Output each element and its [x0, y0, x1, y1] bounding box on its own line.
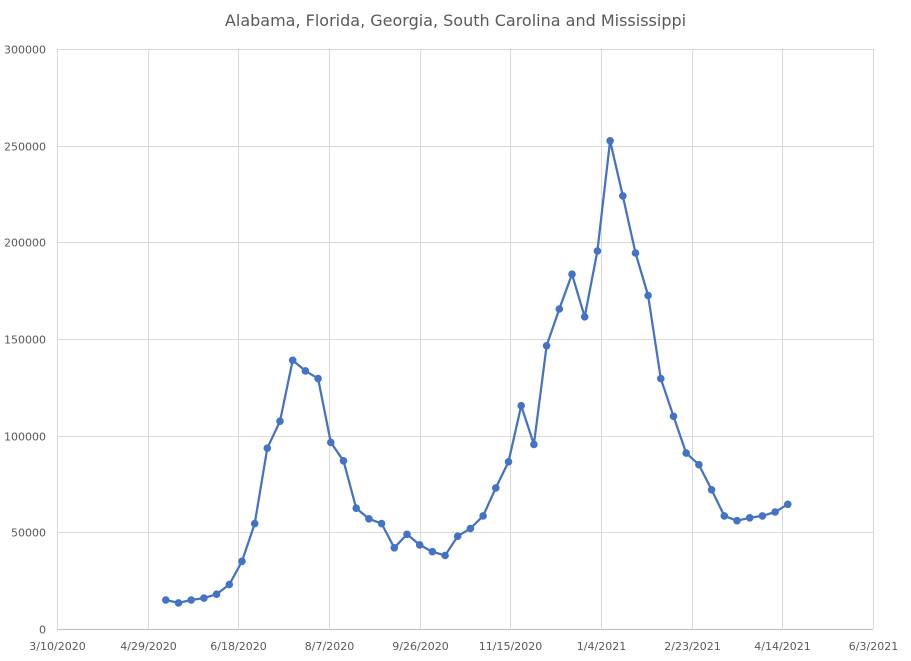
data-point [656, 374, 665, 383]
data-point [771, 508, 779, 516]
data-point [326, 438, 335, 447]
x-tick-label: 11/15/2020 [479, 640, 542, 653]
data-point [441, 551, 449, 560]
data-point [580, 312, 589, 321]
x-tick-label: 6/3/2021 [849, 640, 898, 653]
data-point [162, 596, 170, 604]
data-point [517, 401, 525, 410]
data-point [377, 519, 386, 528]
data-point [403, 530, 411, 539]
series-line [164, 139, 789, 605]
x-tick-label: 8/7/2020 [305, 640, 354, 653]
data-point [263, 444, 272, 453]
data-point [276, 417, 284, 426]
data-point [669, 412, 678, 421]
data-point [339, 456, 348, 465]
data-point [428, 547, 437, 556]
x-tick-label: 6/18/2020 [210, 640, 266, 653]
y-tick-label: 0 [39, 624, 46, 637]
chart-title: Alabama, Florida, Georgia, South Carolin… [224, 11, 687, 30]
data-point [288, 356, 297, 365]
data-point [631, 249, 640, 257]
data-point [365, 514, 373, 523]
series [162, 137, 792, 607]
data-point [745, 513, 754, 522]
data-point [733, 516, 741, 525]
y-tick-label: 200000 [4, 237, 46, 250]
data-point [542, 341, 551, 350]
data-point [530, 440, 538, 449]
data-point [314, 374, 322, 383]
data-point [225, 580, 234, 589]
x-tick-label: 3/10/2020 [29, 640, 85, 653]
data-point [479, 512, 487, 520]
data-point [568, 270, 576, 279]
data-point [682, 449, 690, 457]
data-point [758, 512, 767, 520]
data-point [695, 460, 703, 469]
data-point [187, 596, 196, 604]
data-point [644, 291, 652, 300]
gridlines [57, 49, 874, 629]
data-point [174, 599, 183, 607]
data-point [606, 137, 614, 145]
data-point [352, 504, 361, 513]
x-tick-label: 2/23/2021 [664, 640, 720, 653]
y-axis-ticks: 0 50000 100000 150000 200000 250000 300000 [4, 44, 46, 637]
data-point [504, 457, 513, 466]
y-tick-label: 300000 [4, 44, 46, 57]
x-tick-label: 4/29/2020 [120, 640, 176, 653]
data-point [593, 247, 602, 255]
data-point [491, 484, 500, 492]
data-point [618, 192, 627, 200]
data-point [390, 543, 399, 552]
data-point [238, 557, 246, 566]
x-tick-label: 1/4/2021 [577, 640, 626, 653]
data-point [250, 519, 259, 528]
x-tick-label: 9/26/2020 [392, 640, 448, 653]
data-point [720, 512, 729, 520]
data-point [453, 532, 462, 540]
data-point [783, 500, 792, 509]
x-tick-label: 4/14/2021 [754, 640, 810, 653]
data-point [212, 590, 221, 598]
data-point [415, 541, 424, 549]
data-point [555, 305, 564, 313]
data-point [707, 485, 716, 494]
y-tick-label: 250000 [4, 141, 46, 154]
y-tick-label: 100000 [4, 431, 46, 444]
x-axis-ticks: 3/10/2020 4/29/2020 6/18/2020 8/7/2020 9/26/… [29, 640, 898, 653]
data-point [200, 594, 208, 602]
data-point [301, 367, 310, 375]
y-tick-label: 50000 [11, 527, 46, 540]
data-point [466, 524, 475, 533]
y-tick-label: 150000 [4, 334, 46, 347]
